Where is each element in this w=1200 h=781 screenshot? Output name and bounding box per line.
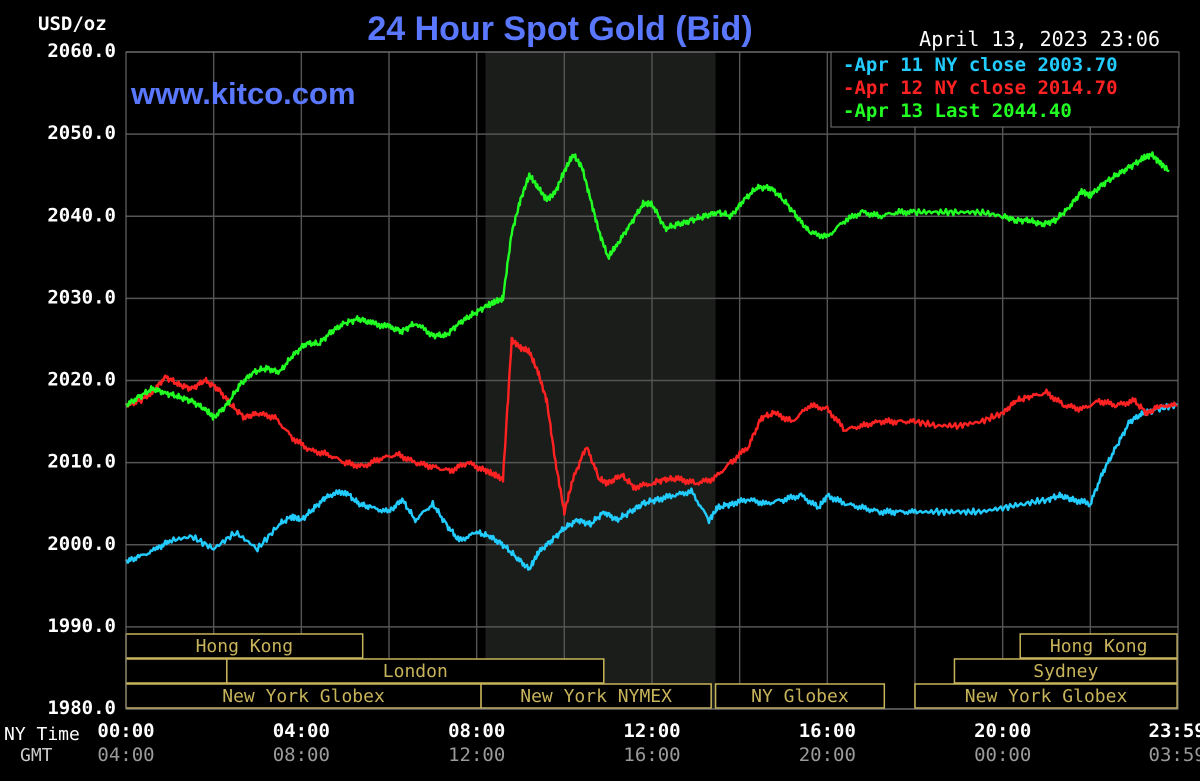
session-label: Hong Kong xyxy=(1050,636,1148,657)
session-bar xyxy=(914,683,1178,709)
x-tick-label-ny: 00:00 xyxy=(97,720,154,742)
series-line xyxy=(124,151,1170,421)
x-tick-label-gmt: 04:00 xyxy=(97,744,154,766)
x-tick-label-gmt: 00:00 xyxy=(974,744,1031,766)
session-bar xyxy=(125,633,364,659)
ny-time-label: NY Time xyxy=(4,724,80,745)
session-label: NY Globex xyxy=(751,686,849,707)
legend-box xyxy=(830,51,1180,128)
y-tick-label: 2010.0 xyxy=(47,451,116,473)
x-axis-ticks: 00:0004:0004:0008:0008:0012:0012:0016:00… xyxy=(97,720,1200,766)
y-tick-label: 2040.0 xyxy=(47,204,116,226)
session-label: Sydney xyxy=(1033,661,1098,682)
session-label: New York Globex xyxy=(222,686,385,707)
series-line xyxy=(124,336,1178,516)
chart-title: 24 Hour Spot Gold (Bid) xyxy=(367,10,752,48)
x-tick-label-ny: 12:00 xyxy=(623,720,680,742)
session-bar xyxy=(1019,633,1178,659)
y-tick-label: 2060.0 xyxy=(47,40,116,62)
legend-entry: -Apr 11 NY close 2003.70 xyxy=(843,54,1118,76)
session-label: New York NYMEX xyxy=(520,686,672,707)
x-tick-label-ny: 04:00 xyxy=(273,720,330,742)
session-bar xyxy=(125,658,228,684)
x-tick-label-ny: 16:00 xyxy=(799,720,856,742)
x-tick-label-ny: 08:00 xyxy=(448,720,505,742)
y-tick-label: 2000.0 xyxy=(47,533,116,555)
legend-entry: -Apr 12 NY close 2014.70 xyxy=(843,77,1118,99)
session-bar xyxy=(953,658,1178,684)
gmt-label: GMT xyxy=(20,745,53,766)
watermark-url: www.kitco.com xyxy=(130,76,356,111)
grid-lines xyxy=(126,51,1178,710)
x-tick-label-gmt: 03:59 xyxy=(1149,744,1200,766)
session-bar xyxy=(226,658,605,684)
session-bar xyxy=(714,683,886,709)
session-label: London xyxy=(383,661,448,682)
x-tick-label-gmt: 20:00 xyxy=(799,744,856,766)
y-axis-ticks: 2060.0 2050.0 2040.0 2030.0 2020.0 2010.0 2000… xyxy=(47,40,116,719)
y-tick-label: 2030.0 xyxy=(47,286,116,308)
session-label: Hong Kong xyxy=(196,636,294,657)
y-tick-label: 2020.0 xyxy=(47,369,116,391)
plot-frame xyxy=(125,51,1179,710)
y-unit-label: USD/oz xyxy=(38,13,107,35)
x-tick-label-ny: 20:00 xyxy=(974,720,1031,742)
y-tick-label: 1990.0 xyxy=(47,615,116,637)
series-line xyxy=(124,402,1178,571)
x-tick-label-gmt: 12:00 xyxy=(448,744,505,766)
y-tick-label: 2050.0 xyxy=(47,122,116,144)
legend: -Apr 11 NY close 2003.70-Apr 12 NY close… xyxy=(830,51,1180,128)
market-session-bars: Hong Kong London New York Globex New York N… xyxy=(125,633,1178,709)
x-tick-label-ny: 23:59 xyxy=(1149,720,1200,742)
x-tick-label-gmt: 08:00 xyxy=(273,744,330,766)
x-tick-label-gmt: 16:00 xyxy=(623,744,680,766)
price-series xyxy=(124,151,1178,571)
session-label: New York Globex xyxy=(965,686,1128,707)
chart-timestamp: April 13, 2023 23:06 xyxy=(919,27,1160,51)
session-bar xyxy=(480,683,712,709)
legend-entry: -Apr 13 Last 2044.40 xyxy=(843,100,1072,122)
y-tick-label: 1980.0 xyxy=(47,697,116,719)
